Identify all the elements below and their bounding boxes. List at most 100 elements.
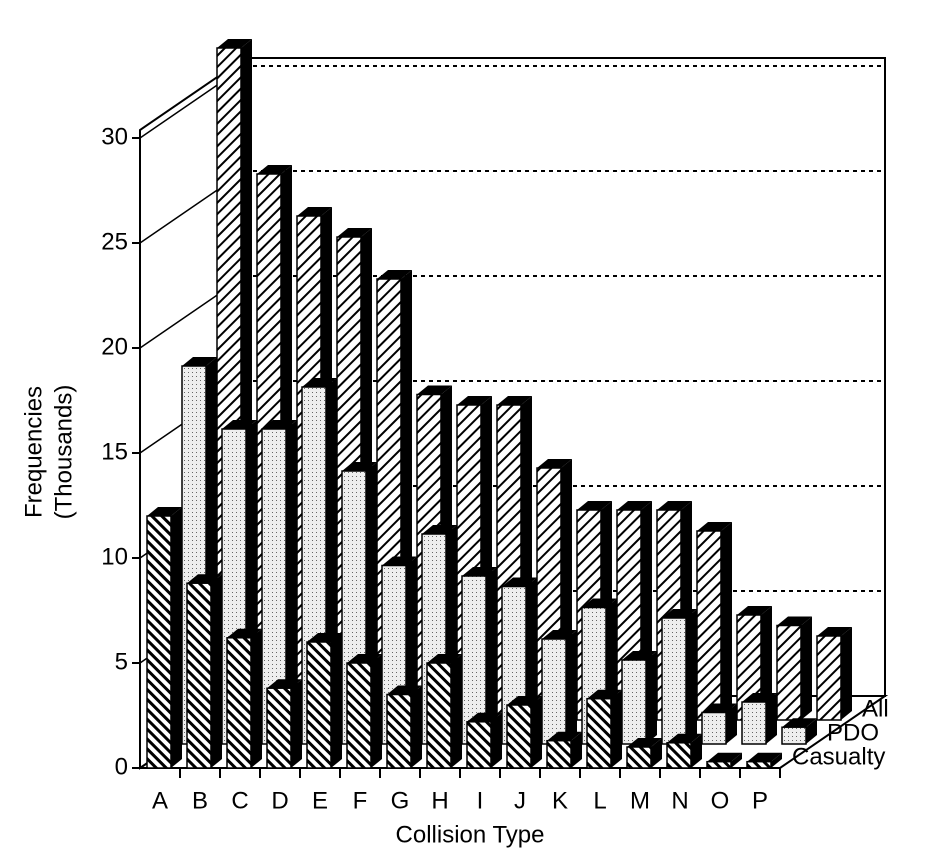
bar-side xyxy=(531,696,542,768)
bar-side xyxy=(806,718,817,744)
bar-side xyxy=(721,522,732,720)
bar-top xyxy=(667,733,702,743)
y-axis-label: (Thousands) xyxy=(50,385,77,520)
bar-top xyxy=(582,598,617,608)
bar-side xyxy=(646,651,657,744)
y-tick-label: 20 xyxy=(101,333,128,360)
bar-top xyxy=(627,738,662,747)
bar-top xyxy=(262,420,297,429)
bar-top xyxy=(587,689,622,699)
bar-top xyxy=(697,522,732,531)
bar xyxy=(701,711,727,745)
bar xyxy=(346,662,372,769)
bar-side xyxy=(651,738,662,768)
bar-side xyxy=(251,628,262,768)
bar-side xyxy=(291,679,302,768)
bar xyxy=(816,635,842,721)
x-tick-label: D xyxy=(271,787,288,814)
bar-side xyxy=(686,609,697,744)
bar xyxy=(541,638,567,745)
bar-top xyxy=(347,654,382,663)
x-tick-label: P xyxy=(752,787,768,814)
bar-top xyxy=(742,693,777,702)
bar xyxy=(626,746,652,769)
bar-side xyxy=(571,731,582,768)
bar-top xyxy=(537,459,572,468)
bar-top xyxy=(782,718,817,728)
bar-top xyxy=(702,703,737,713)
bar xyxy=(741,701,767,745)
bar-top xyxy=(417,385,452,395)
bar xyxy=(621,659,647,745)
bar xyxy=(466,721,492,769)
x-tick-label: B xyxy=(192,787,208,814)
x-axis-label: Collision Type xyxy=(396,821,545,848)
bar-top xyxy=(297,207,332,216)
y-tick-label: 15 xyxy=(101,438,128,465)
bar xyxy=(506,704,532,769)
series-label: All xyxy=(862,695,889,722)
x-tick-label: E xyxy=(312,787,328,814)
bar-side xyxy=(761,606,772,720)
bar-side xyxy=(486,567,497,744)
bar-top xyxy=(662,609,697,618)
series-label: PDO xyxy=(827,719,879,746)
bar-top xyxy=(507,696,542,705)
y-tick-label: 30 xyxy=(101,123,128,150)
x-tick-label: F xyxy=(353,787,368,814)
bar-top xyxy=(302,378,337,387)
bar-top xyxy=(222,420,257,429)
bar xyxy=(306,641,332,769)
x-tick-label: J xyxy=(514,787,526,814)
x-tick-label: O xyxy=(711,787,730,814)
bar-side xyxy=(286,420,297,744)
y-tick-label: 25 xyxy=(101,228,128,255)
y-tick-label: 5 xyxy=(115,648,128,675)
bar-side xyxy=(371,654,382,768)
bar-top xyxy=(427,654,462,663)
x-tick-label: N xyxy=(671,787,688,814)
bar-top xyxy=(657,501,692,510)
bar-top xyxy=(467,712,502,722)
bar-top xyxy=(147,507,182,516)
bar-side xyxy=(491,712,502,768)
bar-top xyxy=(547,731,582,741)
bar xyxy=(266,687,292,769)
series-label: Casualty xyxy=(792,743,885,770)
bar-top xyxy=(187,574,222,584)
bar xyxy=(706,760,732,769)
bar xyxy=(186,582,212,769)
x-tick-label: C xyxy=(231,787,248,814)
y-tick-label: 0 xyxy=(115,753,128,780)
bar-top xyxy=(737,606,772,615)
bar-side xyxy=(801,616,812,720)
bar-top xyxy=(777,616,812,626)
x-tick-label: A xyxy=(152,787,168,814)
x-tick-label: G xyxy=(391,787,410,814)
bar-top xyxy=(342,462,377,471)
bar-top xyxy=(217,39,252,48)
bar-top xyxy=(617,501,652,510)
bar xyxy=(696,530,722,721)
bar-top xyxy=(707,752,742,762)
y-axis-label: Frequencies xyxy=(20,386,47,518)
bar-top xyxy=(747,752,782,762)
bar-top xyxy=(422,525,457,534)
bar-top xyxy=(307,633,342,642)
bar-top xyxy=(377,270,412,279)
bar-top xyxy=(387,685,422,695)
bar-side xyxy=(411,685,422,768)
bar xyxy=(546,739,572,769)
bar xyxy=(426,662,452,769)
bar-top xyxy=(462,567,497,576)
bar-top xyxy=(182,357,217,366)
bar-side xyxy=(691,733,702,768)
bar-side xyxy=(611,689,622,768)
bar-side xyxy=(566,630,577,744)
bar xyxy=(746,760,772,769)
bar-top xyxy=(622,651,657,660)
x-tick-label: M xyxy=(630,787,650,814)
bar xyxy=(661,617,687,745)
bar-top xyxy=(497,396,532,405)
